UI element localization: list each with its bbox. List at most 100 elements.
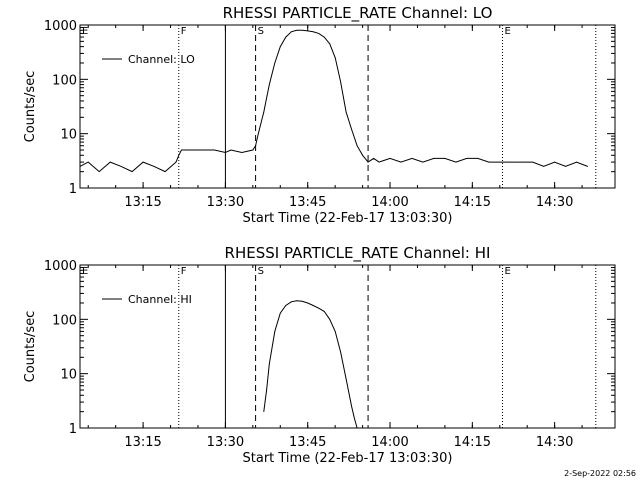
data-point bbox=[307, 30, 309, 32]
data-point bbox=[367, 161, 369, 163]
data-point bbox=[318, 33, 320, 34]
y-tick-label: 100 bbox=[52, 73, 77, 88]
data-point bbox=[323, 36, 325, 38]
data-point bbox=[411, 158, 413, 159]
event-marker-label: S bbox=[258, 26, 264, 37]
plot-frame bbox=[79, 24, 616, 189]
x-axis-label: Start Time (22-Feb-17 13:03:30) bbox=[243, 451, 453, 466]
data-point bbox=[225, 152, 226, 153]
event-marker-label: E bbox=[82, 26, 88, 37]
event-marker-label: F bbox=[181, 26, 187, 37]
data-point bbox=[131, 171, 133, 173]
data-point bbox=[400, 161, 402, 163]
data-point bbox=[353, 418, 355, 419]
x-tick-label: 13:45 bbox=[289, 435, 326, 450]
data-point bbox=[455, 161, 457, 163]
x-tick-label: 13:30 bbox=[207, 195, 244, 210]
data-point bbox=[318, 307, 320, 309]
data-point bbox=[214, 149, 215, 151]
data-point bbox=[175, 161, 177, 163]
data-point bbox=[351, 405, 353, 407]
data-point bbox=[290, 31, 292, 33]
data-point bbox=[340, 351, 342, 353]
data-point bbox=[356, 427, 358, 429]
event-marker-label: E bbox=[82, 266, 88, 277]
data-point bbox=[554, 161, 556, 163]
data-point bbox=[329, 43, 331, 45]
x-tick-label: 14:00 bbox=[371, 195, 408, 210]
data-point bbox=[351, 128, 353, 130]
data-point bbox=[279, 46, 281, 48]
data-point bbox=[510, 161, 512, 163]
plot-frame bbox=[79, 264, 616, 429]
data-point bbox=[323, 310, 325, 312]
data-point bbox=[296, 300, 298, 302]
data-point bbox=[312, 305, 314, 306]
x-tick-label: 14:00 bbox=[371, 435, 408, 450]
event-marker-label: E bbox=[505, 26, 511, 37]
chart-title: RHESSI PARTICLE_RATE Channel: HI bbox=[225, 244, 491, 263]
data-point bbox=[466, 158, 468, 159]
x-tick-label: 13:30 bbox=[207, 435, 244, 450]
data-point bbox=[373, 158, 374, 159]
data-point bbox=[263, 411, 265, 413]
y-tick-label: 1 bbox=[69, 422, 77, 437]
data-point bbox=[565, 165, 567, 167]
data-point bbox=[334, 330, 336, 332]
legend-label: Channel: LO bbox=[128, 53, 195, 66]
data-point bbox=[334, 57, 336, 59]
data-point bbox=[285, 36, 287, 38]
x-tick-label: 14:30 bbox=[536, 435, 573, 450]
data-point bbox=[422, 161, 424, 163]
data-point bbox=[164, 171, 166, 173]
data-point bbox=[274, 62, 276, 64]
x-tick-label: 14:15 bbox=[454, 195, 491, 210]
data-point bbox=[312, 31, 314, 33]
data-point bbox=[307, 302, 309, 304]
data-point bbox=[266, 389, 267, 391]
series-line bbox=[79, 29, 588, 173]
data-point bbox=[263, 111, 265, 113]
data-point bbox=[576, 161, 577, 163]
data-point bbox=[296, 29, 298, 31]
data-point bbox=[79, 165, 81, 167]
data-point bbox=[488, 161, 490, 163]
x-axis-label: Start Time (22-Feb-17 13:03:30) bbox=[243, 211, 453, 226]
data-point bbox=[252, 149, 254, 151]
y-axis-label: Counts/sec bbox=[23, 311, 38, 383]
event-marker-label: S bbox=[258, 266, 264, 277]
data-point bbox=[532, 161, 534, 163]
data-point bbox=[274, 330, 276, 332]
legend-label: Channel: HI bbox=[128, 293, 192, 306]
x-tick-label: 13:15 bbox=[124, 435, 161, 450]
y-tick-label: 1 bbox=[69, 182, 77, 197]
data-point bbox=[329, 318, 331, 320]
data-point bbox=[255, 145, 256, 147]
data-point bbox=[285, 305, 287, 306]
series-line bbox=[263, 300, 358, 429]
data-point bbox=[98, 171, 100, 173]
data-point bbox=[87, 161, 89, 163]
data-point bbox=[477, 158, 479, 159]
data-point bbox=[378, 161, 380, 163]
data-point bbox=[543, 165, 545, 167]
y-tick-label: 10 bbox=[60, 368, 77, 383]
data-point bbox=[499, 161, 501, 163]
data-point bbox=[444, 158, 446, 159]
data-point bbox=[587, 165, 588, 167]
y-tick-label: 1000 bbox=[44, 19, 77, 34]
data-point bbox=[521, 161, 523, 163]
data-point bbox=[142, 161, 144, 163]
y-tick-label: 100 bbox=[52, 313, 77, 328]
data-point bbox=[362, 154, 363, 156]
x-tick-label: 14:30 bbox=[536, 195, 573, 210]
data-point bbox=[181, 149, 182, 151]
event-marker-label: F bbox=[181, 266, 187, 277]
x-tick-label: 13:15 bbox=[124, 195, 161, 210]
data-point bbox=[290, 301, 292, 303]
data-point bbox=[433, 158, 435, 159]
data-point bbox=[345, 111, 347, 113]
data-point bbox=[301, 300, 303, 302]
data-point bbox=[268, 84, 270, 85]
